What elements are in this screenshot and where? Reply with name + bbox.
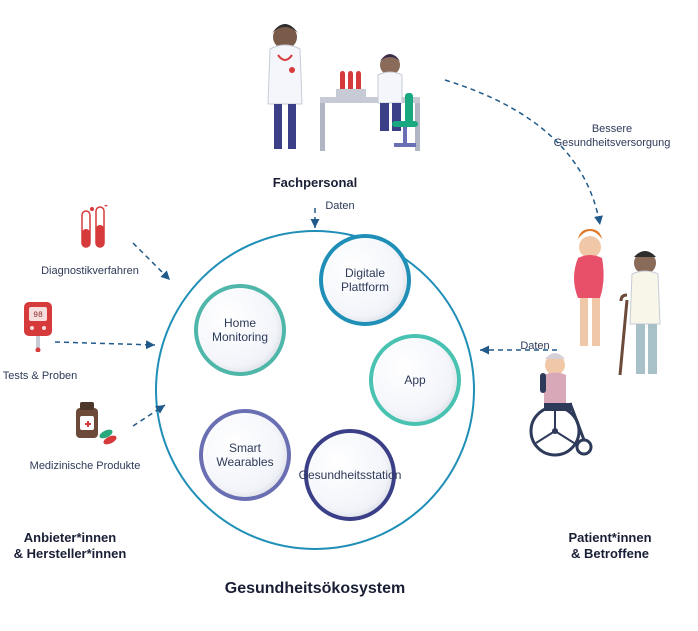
test-tubes-icon <box>78 205 112 258</box>
inner-node-home: Home Monitoring <box>194 284 286 376</box>
arrow-tests-in <box>55 342 155 345</box>
label-besser: BessereGesundheitsversorgung <box>532 123 692 151</box>
diagram-title: Gesundheitsökosystem <box>195 580 435 598</box>
label-diagnostik: Diagnostikverfahren <box>10 265 170 279</box>
label-medprod: Medizinische Produkte <box>5 460 165 474</box>
med-bottle-icon <box>70 398 118 451</box>
label-anbieter: Anbieter*innen& Hersteller*innen <box>0 530 150 563</box>
arrow-fach-to-pat <box>445 80 600 225</box>
inner-node-digital: Digitale Plattform <box>319 234 411 326</box>
fachpersonal-scene <box>240 15 440 170</box>
label-fachpersonal: Fachpersonal <box>235 175 395 191</box>
patients-scene <box>520 225 698 490</box>
inner-node-wearables: Smart Wearables <box>199 409 291 501</box>
inner-node-station: Gesundheitsstation <box>304 429 396 521</box>
inner-node-app: App <box>369 334 461 426</box>
inner-node-label: Gesundheitsstation <box>293 462 408 488</box>
glucometer-icon: 98 <box>20 300 56 357</box>
inner-node-label: Digitale Plattform <box>323 260 407 301</box>
inner-node-label: Smart Wearables <box>203 435 287 476</box>
label-patient: Patient*innen& Betroffene <box>530 530 690 563</box>
svg-text:98: 98 <box>33 311 43 320</box>
label-daten1: Daten <box>260 200 420 214</box>
inner-node-label: App <box>398 367 431 393</box>
inner-node-label: Home Monitoring <box>198 310 282 351</box>
label-tests: Tests & Proben <box>0 370 120 384</box>
